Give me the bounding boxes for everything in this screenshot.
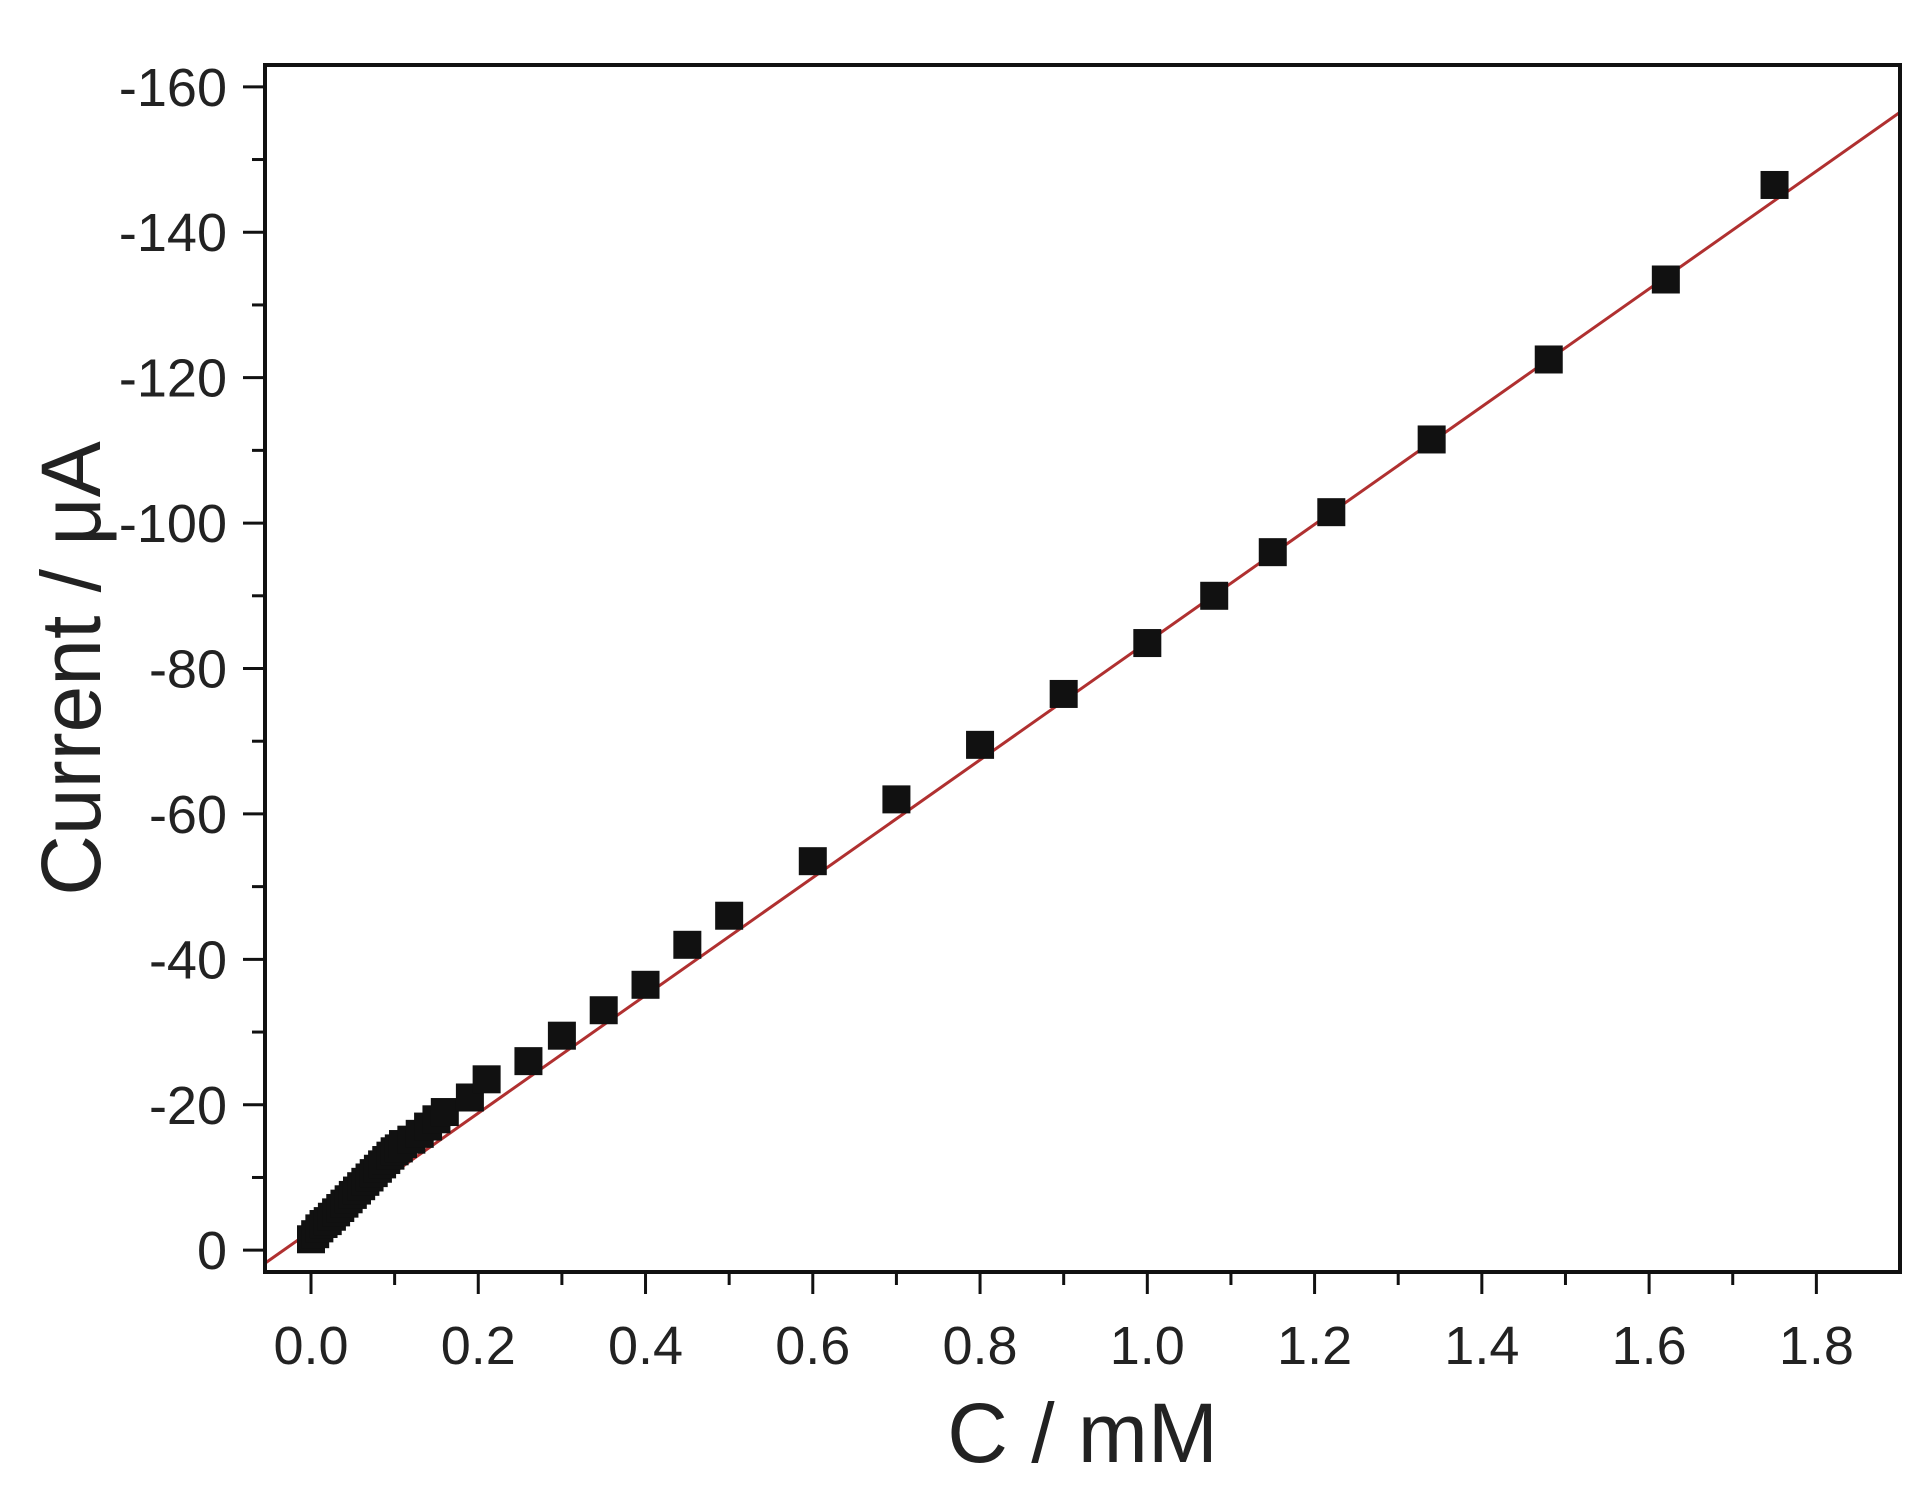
y-tick-label: 0: [197, 1221, 227, 1281]
data-point: [1200, 581, 1229, 610]
y-tick-label: -40: [149, 930, 227, 990]
data-point: [1651, 265, 1680, 294]
data-point: [514, 1047, 543, 1076]
x-tick-label: 1.6: [1612, 1316, 1687, 1376]
data-point: [1049, 679, 1078, 708]
data-point: [631, 970, 660, 999]
data-point: [1317, 498, 1346, 527]
x-tick-label: 1.2: [1277, 1316, 1352, 1376]
y-tick-label: -80: [149, 640, 227, 700]
data-point: [673, 930, 702, 959]
data-point: [472, 1065, 501, 1094]
y-tick-label: -140: [119, 203, 227, 263]
x-tick-label: 0.2: [441, 1316, 516, 1376]
data-point: [798, 847, 827, 876]
x-tick-label: 1.8: [1779, 1316, 1854, 1376]
data-point: [1258, 538, 1287, 567]
x-tick-label: 0.4: [608, 1316, 683, 1376]
data-point: [430, 1098, 459, 1127]
x-tick-label: 0.8: [943, 1316, 1018, 1376]
y-axis-label: Current / μA: [24, 441, 118, 896]
data-point: [1417, 425, 1446, 454]
data-point: [882, 785, 911, 814]
y-tick-label: -20: [149, 1076, 227, 1136]
x-tick-label: 0.0: [273, 1316, 348, 1376]
x-tick-label: 0.6: [775, 1316, 850, 1376]
y-tick-label: -100: [119, 494, 227, 554]
x-tick-label: 1.4: [1444, 1316, 1519, 1376]
data-point: [589, 996, 618, 1025]
data-point: [1534, 345, 1563, 374]
data-point: [547, 1021, 576, 1050]
x-tick-label: 1.0: [1110, 1316, 1185, 1376]
x-axis-label: C / mM: [947, 1386, 1218, 1480]
data-point: [1133, 629, 1162, 658]
data-point: [1760, 170, 1789, 199]
data-point: [715, 901, 744, 930]
y-tick-label: -160: [119, 58, 227, 118]
y-tick-label: -60: [149, 785, 227, 845]
y-tick-label: -120: [119, 349, 227, 409]
data-point: [966, 730, 995, 759]
